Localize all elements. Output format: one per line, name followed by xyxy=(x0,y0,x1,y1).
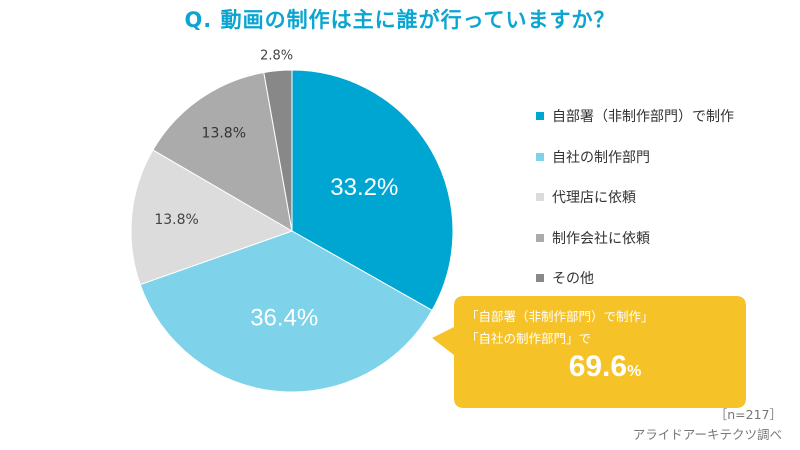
slice-production-company xyxy=(152,71,293,232)
slice-agency-label: 13.8% xyxy=(154,212,198,228)
callout-box xyxy=(432,296,746,408)
legend-label: その他 xyxy=(552,271,594,288)
legend-label: 自社の制作部門 xyxy=(552,149,650,166)
legend-swatch xyxy=(536,152,544,161)
slice-inhouse-production-label: 36.4% xyxy=(250,305,318,332)
callout-total-unit: % xyxy=(627,363,642,380)
legend-label: 制作会社に依頼 xyxy=(552,230,650,247)
legend-swatch xyxy=(536,233,544,242)
pie-labels: 33.2% 36.4% 13.8% 13.8% 2.8% xyxy=(154,49,398,332)
slice-inhouse-production xyxy=(139,230,433,393)
legend-item-production-company: 制作会社に依頼 xyxy=(536,218,734,259)
callout-total-value: 69.6 xyxy=(568,350,628,383)
slice-self-department xyxy=(291,69,454,312)
callout-line-1: 「自部署（非制作部門）で制作」 xyxy=(466,309,654,324)
legend-label: 代理店に依頼 xyxy=(552,190,636,207)
legend-swatch xyxy=(536,112,544,121)
slice-production-company-label: 13.8% xyxy=(202,125,246,141)
callout-line-2: 「自社の制作部門」で xyxy=(466,331,592,346)
legend-swatch xyxy=(536,274,544,283)
sample-size: ［n=217］ xyxy=(714,407,782,422)
legend: 自部署（非制作部門）で制作 自社の制作部門 代理店に依頼 制作会社に依頼 その他 xyxy=(536,96,734,299)
legend-item-self-department: 自部署（非制作部門）で制作 xyxy=(536,96,734,137)
slice-self-department-label: 33.2% xyxy=(330,174,398,201)
callout-total: 69.6% xyxy=(455,350,755,384)
slice-other xyxy=(263,69,293,232)
legend-label: 自部署（非制作部門）で制作 xyxy=(552,109,734,126)
slice-agency xyxy=(130,149,294,286)
legend-item-inhouse-production: 自社の制作部門 xyxy=(536,137,734,178)
pie-slices xyxy=(130,69,454,393)
chart-title: Q. 動画の制作は主に誰が行っていますか？ xyxy=(184,8,616,32)
legend-swatch xyxy=(536,193,544,202)
source-note: アライドアーキテクツ調べ xyxy=(632,427,782,442)
legend-item-other: その他 xyxy=(536,258,734,299)
slice-other-label: 2.8% xyxy=(260,49,293,64)
legend-item-agency: 代理店に依頼 xyxy=(536,177,734,218)
